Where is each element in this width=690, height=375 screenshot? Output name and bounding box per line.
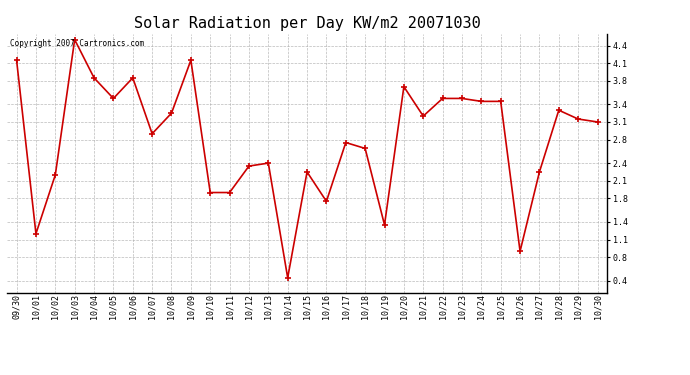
Title: Solar Radiation per Day KW/m2 20071030: Solar Radiation per Day KW/m2 20071030 xyxy=(134,16,480,31)
Text: Copyright 2007 Cartronics.com: Copyright 2007 Cartronics.com xyxy=(10,39,144,48)
